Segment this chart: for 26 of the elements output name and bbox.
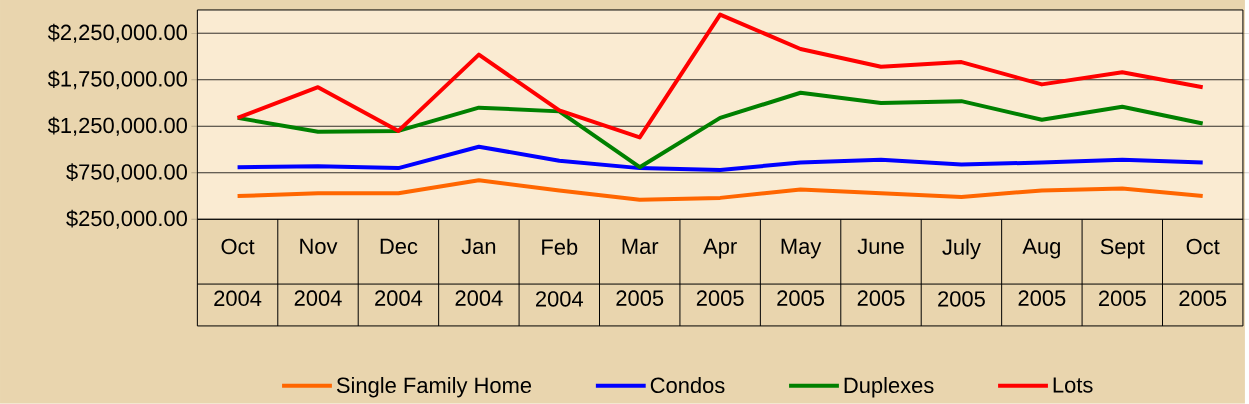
legend-label: Single Family Home bbox=[336, 377, 532, 398]
category-label: Oct 2004 bbox=[214, 238, 262, 307]
line-series bbox=[235, 12, 1205, 140]
y-tick-label: $2,250,000.00 bbox=[47, 23, 187, 43]
y-tick-label: $250,000.00 bbox=[66, 209, 187, 229]
line-series bbox=[235, 90, 1205, 170]
category-label: July 2005 bbox=[938, 238, 985, 307]
category-label: May 2005 bbox=[777, 238, 825, 307]
category-label: Apr 2005 bbox=[696, 238, 744, 307]
category-label: Aug 2005 bbox=[1018, 238, 1066, 307]
category-label: June 2005 bbox=[857, 238, 905, 307]
y-tick-label: $1,250,000.00 bbox=[47, 116, 187, 136]
y-tick-label: $750,000.00 bbox=[66, 163, 187, 183]
category-label: Sept 2005 bbox=[1099, 238, 1146, 307]
category-label: Feb 2004 bbox=[536, 238, 584, 307]
legend-label: Duplexes bbox=[844, 377, 934, 398]
legend-label: Condos bbox=[650, 377, 725, 394]
line-series bbox=[235, 178, 1205, 202]
category-label: Jan 2004 bbox=[455, 238, 503, 307]
category-label: Mar 2005 bbox=[616, 238, 664, 307]
y-tick-label: $1,750,000.00 bbox=[47, 70, 187, 90]
legend-label: Lots bbox=[1053, 377, 1093, 393]
category-label: Oct 2005 bbox=[1179, 238, 1227, 307]
line-series bbox=[235, 144, 1205, 173]
category-label: Nov 2004 bbox=[294, 238, 342, 307]
category-label: Dec 2004 bbox=[375, 238, 423, 307]
